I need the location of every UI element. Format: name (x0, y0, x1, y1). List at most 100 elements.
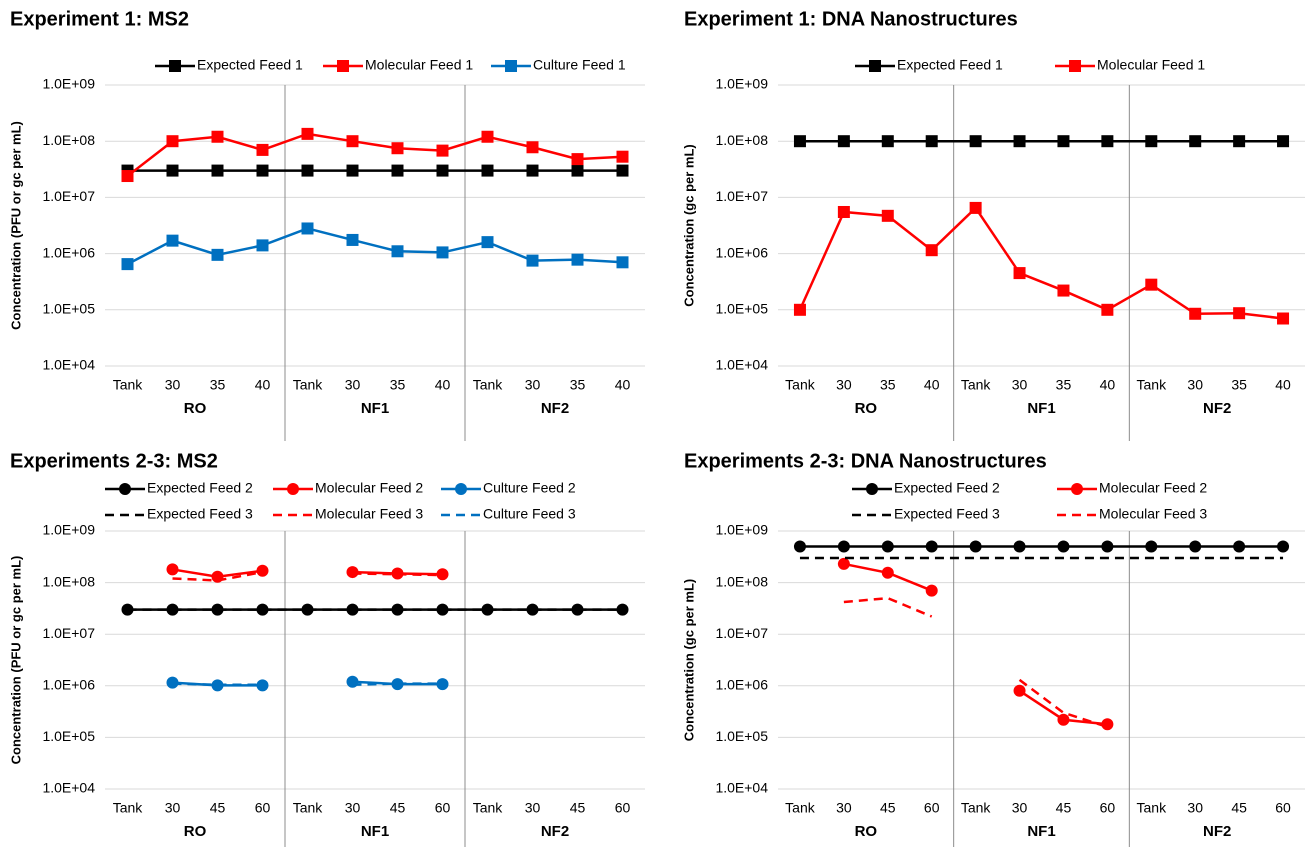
y-tick-label: 1.0E+07 (42, 625, 95, 641)
legend-label: Molecular Feed 3 (1099, 506, 1207, 522)
legend-label: Expected Feed 2 (894, 480, 1000, 496)
x-tick-label: 40 (1100, 377, 1116, 393)
data-point (881, 135, 894, 148)
group-label: NF2 (1203, 823, 1231, 840)
x-tick-label: 30 (165, 377, 181, 393)
x-tick-label: 60 (435, 800, 451, 816)
x-tick-label: 35 (390, 377, 406, 393)
data-point (1101, 135, 1114, 148)
y-tick-label: 1.0E+08 (42, 573, 95, 589)
x-tick-label: Tank (1137, 800, 1168, 816)
data-point (256, 164, 269, 177)
data-point (481, 130, 494, 143)
legend-label: Expected Feed 3 (894, 506, 1000, 522)
data-point (571, 253, 584, 266)
data-point (1145, 540, 1158, 553)
data-point (346, 566, 359, 579)
data-point (1189, 540, 1202, 553)
series-line (126, 132, 623, 178)
data-point (301, 127, 314, 140)
data-point (837, 205, 850, 218)
data-point (881, 540, 894, 553)
data-point (166, 676, 179, 689)
x-tick-label: 40 (255, 377, 271, 393)
data-point (881, 209, 894, 222)
y-tick-label: 1.0E+04 (42, 780, 95, 796)
data-point (1101, 718, 1114, 731)
legend-label: Expected Feed 3 (147, 506, 253, 522)
data-point (436, 568, 449, 581)
x-tick-label: 30 (525, 800, 541, 816)
data-point (793, 135, 806, 148)
legend-label: Expected Feed 1 (897, 57, 1003, 73)
data-point (346, 675, 359, 688)
y-tick-label: 1.0E+09 (715, 522, 768, 538)
chart-title: Experiment 1: DNA Nanostructures (684, 8, 1018, 30)
legend-marker (505, 60, 517, 72)
data-point (1145, 278, 1158, 291)
legend-label: Expected Feed 1 (197, 57, 303, 73)
data-point (1057, 540, 1070, 553)
data-point (969, 135, 982, 148)
x-tick-label: 30 (165, 800, 181, 816)
data-point (526, 141, 539, 154)
x-tick-label: 45 (390, 800, 406, 816)
group-label: NF1 (1027, 823, 1055, 840)
x-tick-label: 30 (836, 800, 852, 816)
y-tick-label: 1.0E+09 (715, 76, 768, 92)
x-tick-label: 45 (880, 800, 896, 816)
x-tick-label: 60 (615, 800, 631, 816)
legend-marker (287, 483, 299, 495)
x-tick-label: 40 (435, 377, 451, 393)
y-tick-label: 1.0E+09 (42, 522, 95, 538)
data-point (793, 303, 806, 316)
data-point (1013, 684, 1026, 697)
x-tick-label: Tank (113, 800, 144, 816)
x-tick-label: Tank (473, 800, 504, 816)
x-tick-label: 60 (1100, 800, 1116, 816)
data-point (211, 164, 224, 177)
legend-marker (455, 483, 467, 495)
x-tick-label: 40 (615, 377, 631, 393)
data-point (121, 258, 134, 271)
data-point (301, 222, 314, 235)
series-line (843, 596, 1108, 729)
group-label: NF1 (361, 400, 389, 417)
data-point (391, 245, 404, 258)
data-point (1057, 135, 1070, 148)
data-point (1233, 540, 1246, 553)
x-tick-label: Tank (961, 800, 992, 816)
legend-label: Molecular Feed 2 (315, 480, 423, 496)
legend-label: Expected Feed 2 (147, 480, 253, 496)
data-point (969, 201, 982, 214)
data-point (1101, 540, 1114, 553)
x-tick-label: 30 (1187, 377, 1203, 393)
data-point (1277, 540, 1290, 553)
data-point (837, 540, 850, 553)
legend-marker (119, 483, 131, 495)
group-label: RO (184, 400, 207, 417)
group-label: NF2 (541, 400, 569, 417)
y-tick-label: 1.0E+07 (715, 188, 768, 204)
group-label: NF2 (1203, 400, 1231, 417)
x-tick-label: 30 (525, 377, 541, 393)
x-tick-label: Tank (293, 800, 324, 816)
x-tick-label: 30 (1012, 800, 1028, 816)
data-point (969, 540, 982, 553)
x-tick-label: 45 (1231, 800, 1247, 816)
y-tick-label: 1.0E+06 (42, 244, 95, 260)
data-point (1189, 135, 1202, 148)
data-point (256, 143, 269, 156)
x-tick-label: 45 (1056, 800, 1072, 816)
data-point (166, 234, 179, 247)
data-point (1145, 135, 1158, 148)
data-point (1101, 303, 1114, 316)
data-point (837, 557, 850, 570)
x-tick-label: 35 (210, 377, 226, 393)
data-point (346, 233, 359, 246)
data-point (571, 153, 584, 166)
x-tick-label: 35 (880, 377, 896, 393)
group-label: RO (855, 400, 878, 417)
y-tick-label: 1.0E+05 (715, 728, 768, 744)
